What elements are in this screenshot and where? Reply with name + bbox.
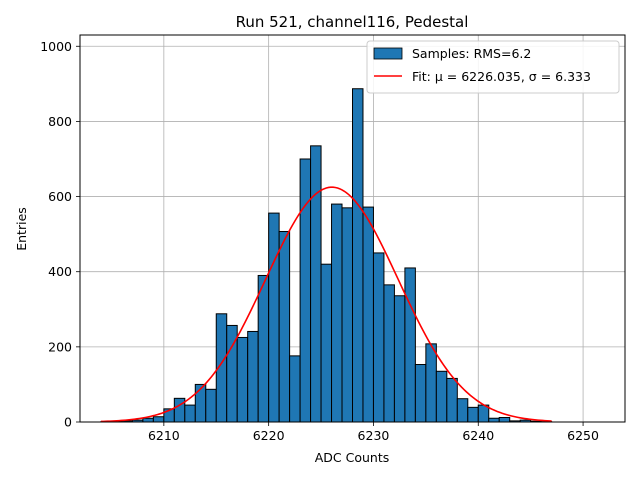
histogram-bar: [383, 284, 395, 423]
y-axis: 0 200 400 600 800 1000: [40, 39, 80, 430]
x-axis: 6210 6220 6230 6240 6250: [148, 422, 599, 443]
histogram-bar: [299, 158, 312, 423]
histogram-bar: [205, 388, 217, 423]
histogram-bars: [100, 88, 553, 423]
histogram-bar: [320, 263, 333, 423]
y-tick-label: 800: [48, 114, 72, 129]
y-tick-label: 0: [64, 415, 72, 430]
legend-bar-swatch: [373, 47, 403, 60]
axes-frame: [79, 34, 626, 423]
y-axis-label: Entries: [14, 207, 29, 251]
x-tick-label: 6240: [462, 428, 494, 443]
legend: Samples: RMS=6.2 Fit: μ = 6226.035, σ = …: [366, 40, 620, 94]
histogram-bar: [310, 145, 322, 423]
histogram-bar: [393, 295, 406, 423]
histogram-bar: [194, 383, 207, 423]
histogram-bar: [331, 203, 343, 423]
histogram-bar: [236, 336, 249, 423]
x-axis-label: ADC Counts: [315, 450, 390, 465]
histogram-bar: [372, 252, 385, 423]
histogram-bar: [425, 343, 437, 423]
legend-label-fit: Fit: μ = 6226.035, σ = 6.333: [412, 69, 591, 84]
histogram-bar: [352, 88, 364, 423]
histogram-bar: [257, 274, 270, 423]
histogram-bar: [362, 206, 374, 423]
histogram-bar: [446, 377, 458, 423]
y-tick-label: 200: [48, 339, 72, 354]
histogram-bar: [404, 267, 416, 423]
fit-curve: [100, 186, 552, 423]
x-tick-label: 6210: [148, 428, 180, 443]
histogram-bar: [341, 207, 353, 423]
histogram-bar: [498, 416, 511, 423]
histogram-bar: [278, 231, 291, 423]
histogram-bar: [142, 417, 154, 423]
y-tick-label: 600: [48, 189, 72, 204]
chart-title: Run 521, channel116, Pedestal: [236, 13, 469, 31]
x-tick-label: 6220: [253, 428, 285, 443]
histogram-bar: [488, 417, 500, 423]
histogram-bar: [247, 330, 259, 423]
y-tick-label: 1000: [40, 39, 72, 54]
histogram-bar: [173, 397, 186, 423]
histogram-bar: [152, 416, 165, 423]
histogram-bar: [467, 406, 479, 423]
x-tick-label: 6230: [358, 428, 390, 443]
legend-label-samples: Samples: RMS=6.2: [412, 46, 531, 61]
histogram-bar: [435, 370, 448, 423]
histogram-bar: [289, 355, 301, 423]
histogram-bar: [456, 398, 469, 423]
x-tick-label: 6250: [567, 428, 599, 443]
y-tick-label: 400: [48, 264, 72, 279]
legend-box: [366, 40, 620, 94]
histogram-bar: [268, 212, 280, 423]
histogram-bar: [184, 404, 196, 423]
histogram-bar: [414, 364, 427, 423]
